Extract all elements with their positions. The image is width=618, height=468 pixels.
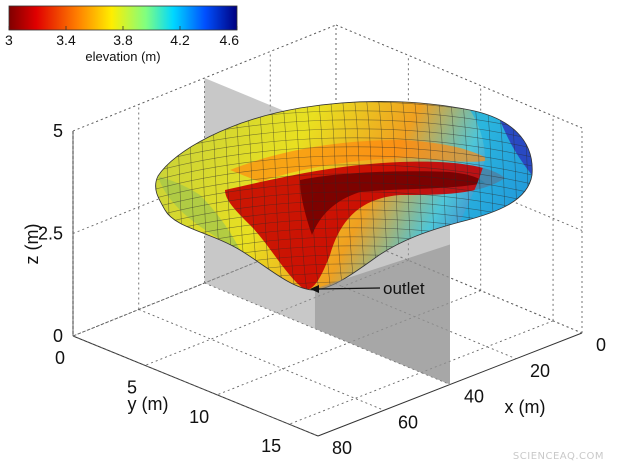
tick-labels: 0 2.5 5 0 5 10 15 0 20 40 60 80 — [38, 121, 606, 458]
x-tick-label: 0 — [596, 335, 606, 355]
colorbar-ticks: 3 3.4 3.8 4.2 4.6 — [5, 26, 239, 48]
mesh-line — [269, 101, 285, 290]
z-tick-label: 0 — [53, 326, 63, 346]
surface-band — [230, 140, 490, 182]
surface-outline — [155, 101, 533, 291]
mesh-line — [155, 200, 533, 229]
y-axis-label: y (m) — [128, 394, 169, 414]
y-tick-label: 15 — [261, 436, 281, 456]
mesh-line — [281, 101, 297, 290]
y-tick-label: 0 — [55, 348, 65, 368]
y-tick-label: 10 — [189, 407, 209, 427]
z-tick-label: 2.5 — [38, 224, 63, 244]
grid-line-x — [270, 256, 517, 360]
z-tick-label: 5 — [53, 121, 63, 141]
x-tick-label: 60 — [398, 412, 418, 432]
mesh-line — [155, 155, 533, 184]
mesh-line — [155, 182, 533, 211]
mesh-line — [155, 281, 533, 290]
grid-line-x — [138, 309, 385, 411]
grid-line-x — [204, 282, 451, 385]
y-tick-label: 5 — [127, 377, 137, 397]
mesh-line — [521, 101, 533, 290]
colorbar: 3 3.4 3.8 4.2 4.6 elevation (m) — [5, 5, 239, 64]
z-axis-label: z (m) — [22, 224, 42, 265]
mesh-line — [329, 101, 345, 290]
colorbar-tick-label: 3.4 — [56, 32, 76, 48]
x-tick-label: 80 — [332, 438, 352, 458]
annotation-arrowhead — [310, 285, 319, 293]
x-tick-label: 20 — [530, 361, 550, 381]
mesh-line — [155, 164, 533, 193]
mesh-line — [155, 146, 533, 175]
colorbar-tick-label: 3 — [5, 32, 13, 48]
x-tick-label: 40 — [464, 387, 484, 407]
grid-line-x — [72, 335, 319, 437]
colorbar-tick-label: 4.2 — [170, 32, 190, 48]
watermark: SCIENCEAQ.COM — [512, 451, 604, 462]
colorbar-tick-label: 3.8 — [113, 32, 133, 48]
mesh-line — [155, 137, 533, 166]
grid-line-y — [144, 259, 409, 366]
mesh-line — [305, 101, 321, 290]
slice-plane-front — [314, 244, 450, 385]
mesh-line — [155, 191, 533, 220]
x-axis-label: x (m) — [505, 397, 546, 417]
mesh-line — [317, 101, 333, 290]
mesh-line — [155, 173, 533, 202]
colorbar-tick-label: 4.6 — [220, 32, 240, 48]
surface-lobe — [158, 176, 240, 250]
colorbar-label: elevation (m) — [85, 49, 160, 64]
grid-line-y — [289, 320, 554, 425]
mesh-line — [534, 95, 548, 300]
annotation-outlet: outlet — [383, 279, 425, 298]
annotation-arrow — [315, 287, 381, 290]
